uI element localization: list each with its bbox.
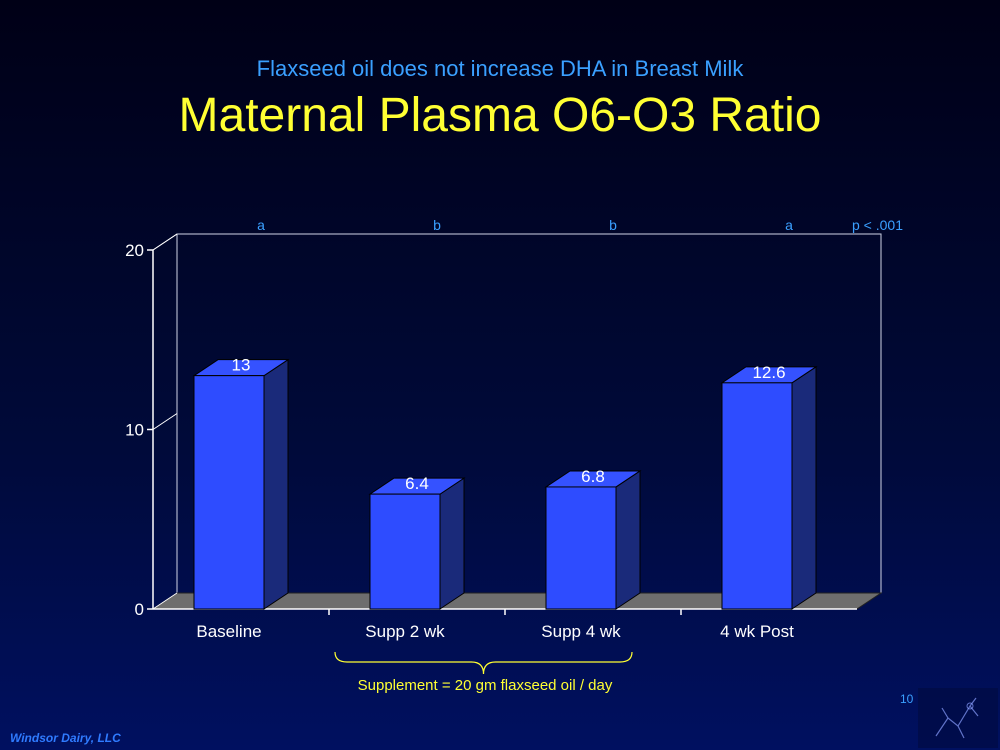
- significance-letter: b: [433, 217, 441, 233]
- bar-value-label: 6.4: [405, 474, 429, 493]
- bar-value-label: 13: [232, 356, 251, 375]
- bar: [545, 486, 617, 610]
- bar: [193, 375, 265, 610]
- significance-letter: a: [785, 217, 793, 233]
- x-tick-label: Baseline: [196, 622, 261, 641]
- y-tick-depth: [152, 592, 178, 610]
- bar-side: [263, 358, 289, 610]
- y-tick-depth: [152, 233, 178, 251]
- y-tick-depth: [152, 413, 178, 430]
- footer-credit: Windsor Dairy, LLC: [10, 731, 121, 745]
- supplement-note: Supplement = 20 gm flaxseed oil / day: [357, 677, 613, 694]
- bar-value-label: 6.8: [581, 467, 605, 486]
- x-tick-label: 4 wk Post: [720, 622, 794, 641]
- bar-side: [439, 477, 465, 610]
- slide-title: Maternal Plasma O6-O3 Ratio: [178, 89, 822, 142]
- supplement-bracket: [334, 651, 633, 675]
- x-tick-label: Supp 4 wk: [541, 622, 621, 641]
- p-value-label: p < .001: [852, 217, 903, 233]
- bar-value-label: 12.6: [752, 363, 785, 382]
- bar: [369, 493, 441, 610]
- y-tick-label: 0: [135, 600, 144, 619]
- significance-letter: a: [257, 217, 265, 233]
- bar-side: [615, 470, 641, 610]
- slide-number: 10: [900, 692, 914, 706]
- bar: [721, 382, 793, 610]
- significance-letter: b: [609, 217, 617, 233]
- logo-icon: [918, 688, 998, 748]
- x-tick-label: Supp 2 wk: [365, 622, 445, 641]
- slide-subtitle: Flaxseed oil does not increase DHA in Br…: [256, 56, 744, 81]
- y-tick-label: 10: [125, 421, 144, 440]
- bar-side: [791, 365, 817, 610]
- y-tick-label: 20: [125, 241, 144, 260]
